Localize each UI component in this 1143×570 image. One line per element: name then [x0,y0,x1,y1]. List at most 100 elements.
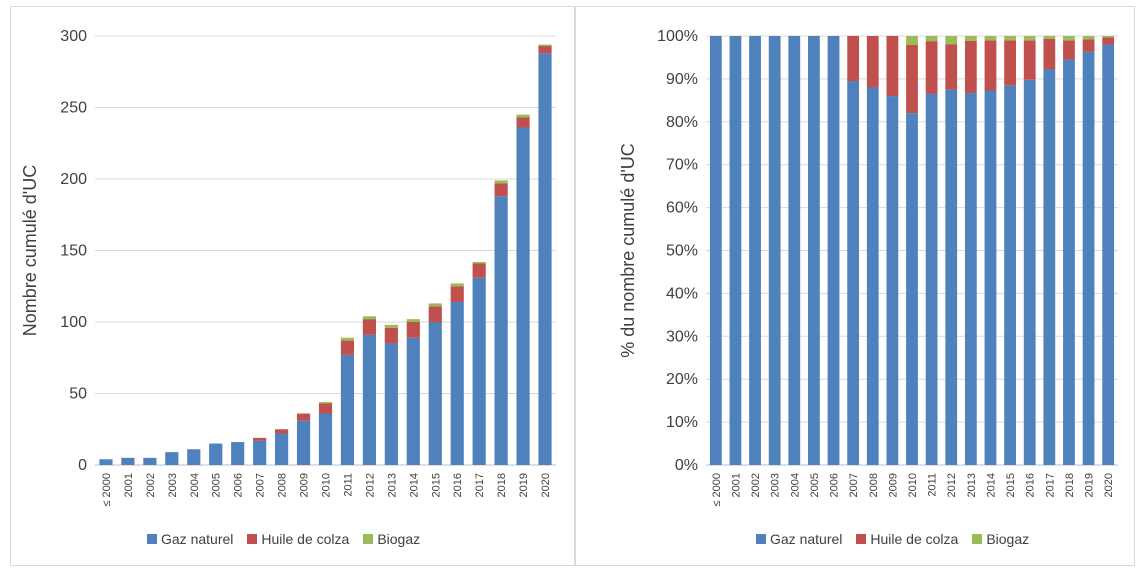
x-tick-label: 2002 [750,473,762,497]
x-tick-label: 2011 [927,473,939,497]
legend-item-huile-de-colza: Huile de colza [247,531,349,547]
bar-huile-de-colza [516,117,530,128]
bar-gaz-naturel [984,90,997,465]
bar-gaz-naturel [209,443,223,465]
bar-biogaz [318,402,333,404]
x-tick-label: 2017 [474,473,486,497]
bar-huile-de-colza [384,327,398,344]
y-tick-label: 50 [69,386,87,403]
x-tick-label: 2012 [946,473,958,497]
x-tick-label: 2004 [189,473,201,497]
bar-biogaz [538,44,552,47]
bar-biogaz [340,337,355,341]
bar-gaz-naturel [925,93,938,465]
y-tick-label: 200 [60,171,87,188]
bar-biogaz [428,303,442,307]
bar-biogaz [1102,36,1115,38]
legend-label-biogaz: Biogaz [986,531,1030,547]
bar-huile-de-colza [296,413,311,421]
bar-huile-de-colza [906,45,918,114]
legend-swatch-gaz-naturel [756,534,766,544]
bar-huile-de-colza [428,306,442,322]
x-tick-label: 2003 [167,473,179,497]
legend-label-huile-de-colza: Huile de colza [870,531,959,547]
bar-biogaz [1082,36,1095,40]
bar-gaz-naturel [231,442,245,465]
bar-huile-de-colza [253,437,267,441]
bar-biogaz [362,316,376,320]
bar-biogaz [406,319,420,322]
x-tick-label: 2004 [789,473,801,497]
y-tick-label: 90% [666,71,698,88]
x-tick-label: 2014 [408,473,420,497]
bar-huile-de-colza [1082,39,1095,52]
x-tick-label: 2013 [386,473,398,497]
bar-huile-de-colza [450,286,464,302]
bar-huile-de-colza [945,44,958,90]
bar-gaz-naturel [318,413,333,465]
legend-item-huile-de-colza: Huile de colza [856,531,958,547]
x-tick-label: 2015 [430,473,442,497]
y-tick-label: 30% [666,328,698,345]
bar-biogaz [450,283,464,287]
bar-biogaz [1063,36,1075,41]
y-tick-label: 100 [60,314,87,331]
x-tick-label: 2007 [255,473,267,497]
bar-gaz-naturel [1004,85,1016,466]
x-tick-label: 2011 [342,473,354,497]
x-tick-label: ≤ 2000 [711,473,723,507]
bar-biogaz [945,36,958,45]
bar-gaz-naturel [1082,51,1095,466]
bar-biogaz [984,36,997,41]
legend-left: Gaz naturel Huile de colza Biogaz [147,531,420,547]
y-axis-title: Nombre cumulé d'UC [20,165,40,337]
bar-gaz-naturel [906,113,918,465]
bar-gaz-naturel [749,36,761,465]
bar-huile-de-colza [925,41,938,94]
x-tick-label: 2019 [1084,473,1096,497]
x-tick-label: 2010 [321,473,333,497]
bar-gaz-naturel [1023,79,1036,466]
bar-gaz-naturel [1102,44,1115,466]
x-tick-label: ≤ 2000 [101,473,113,507]
legend-item-biogaz: Biogaz [972,531,1029,547]
bar-huile-de-colza [866,36,879,88]
y-tick-label: 20% [666,371,698,388]
x-tick-label: 2008 [868,473,880,497]
bar-biogaz [1043,36,1056,40]
percentage-chart: 0% 10% 20% 30% 40% 50% 60% 70% 80% 90% 100% ≤ 2000 2… [618,28,1118,507]
bar-gaz-naturel [450,301,464,465]
y-tick-label: 70% [666,157,698,174]
bar-huile-de-colza [275,429,289,434]
chart-panel-percentage: 0% 10% 20% 30% 40% 50% 60% 70% 80% 90% 100% ≤ 2000 2… [575,6,1135,566]
bar-gaz-naturel [121,457,135,465]
x-tick-label: 2006 [829,473,841,497]
bar-gaz-naturel [472,277,486,465]
bar-gaz-naturel [406,337,420,465]
x-tick-label: 2008 [277,473,289,497]
bar-huile-de-colza [964,40,977,94]
bar-gaz-naturel [964,93,977,465]
y-tick-label: 10% [666,414,698,431]
x-tick-label: 2007 [848,473,860,497]
bar-biogaz [494,180,508,184]
bar-gaz-naturel [296,420,311,465]
bar-gaz-naturel [99,459,113,465]
y-tick-label: 50% [666,243,698,260]
x-tick-label: 2013 [966,473,978,497]
bar-gaz-naturel [187,449,201,465]
x-tick-label: 2015 [1005,473,1017,497]
legend-swatch-huile-de-colza [856,534,867,544]
y-tick-label: 80% [666,114,698,131]
x-tick-label: 2019 [518,473,530,497]
legend-swatch-biogaz [972,534,983,544]
bar-gaz-naturel [340,354,355,465]
bar-huile-de-colza [472,263,486,278]
bar-huile-de-colza [406,322,420,338]
x-tick-label: 2020 [540,473,552,497]
bar-gaz-naturel [788,36,801,465]
bar-gaz-naturel [886,96,899,465]
y-tick-label: 100% [657,28,698,45]
x-tick-label: 2012 [364,473,376,497]
bar-huile-de-colza [362,319,376,335]
